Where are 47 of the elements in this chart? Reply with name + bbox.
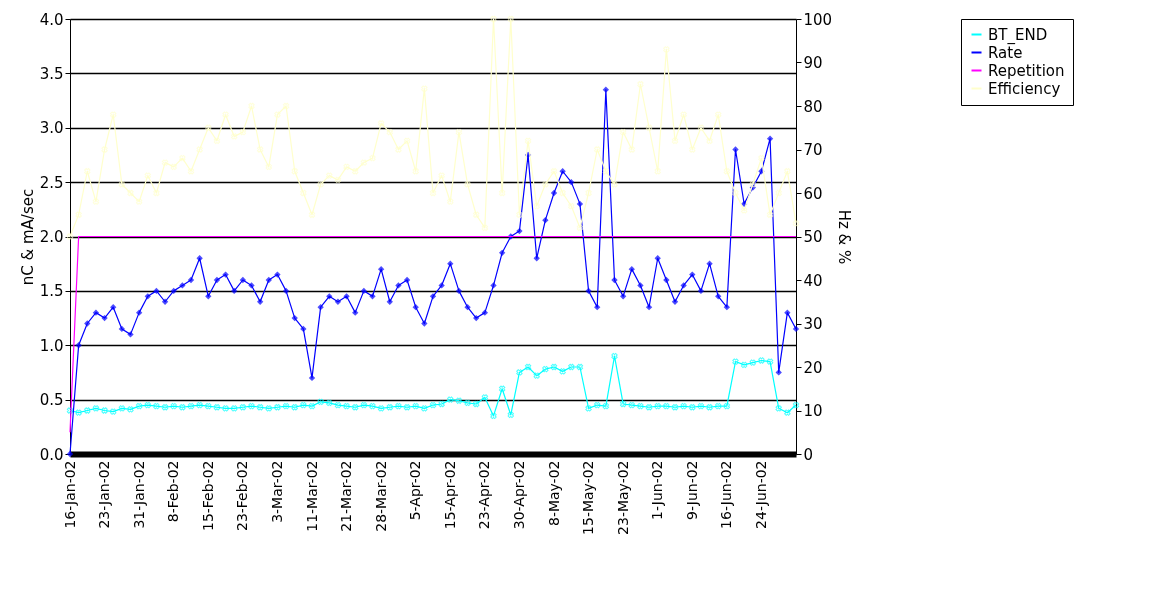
x-tick-label: 3-Mar-02	[268, 460, 285, 523]
y2-tick-label: 90	[803, 54, 823, 72]
x-tick-label: 23-Feb-02	[234, 460, 251, 532]
y2-axis-title: Hz & %	[835, 209, 854, 265]
y2-tick-label: 50	[803, 228, 823, 246]
y-tick-label: 0.0	[39, 445, 64, 464]
x-tick-label: 23-Jan-02	[96, 460, 113, 529]
y2-tick-label: 40	[803, 271, 823, 290]
y-tick-label: 1.0	[39, 336, 64, 355]
y-tick-label: 3.0	[39, 119, 64, 138]
x-tick-label: 28-Mar-02	[372, 460, 389, 532]
y2-tick-label: 60	[803, 184, 823, 203]
y-tick-label: 3.5	[39, 64, 64, 83]
y-axis-title: nC & mA/sec	[18, 188, 37, 286]
legend-label: Efficiency	[988, 79, 1061, 98]
x-tick-label: 23-Apr-02	[476, 460, 493, 530]
x-tick-label: 24-Jun-02	[752, 460, 769, 529]
y2-tick-label: 10	[803, 402, 823, 420]
x-tick-label: 31-Jan-02	[130, 460, 147, 529]
x-tick-label: 5-Apr-02	[407, 460, 424, 521]
y-tick-label: 1.5	[39, 282, 64, 301]
y-tick-label: 4.0	[39, 10, 64, 29]
x-tick-label: 16-Jan-02	[61, 460, 78, 529]
x-tick-label: 1-Jun-02	[649, 460, 666, 520]
y2-tick-label: 80	[803, 97, 823, 116]
legend-label: BT_END	[988, 25, 1048, 45]
y-tick-label: 2.0	[39, 228, 64, 246]
legend-label: Repetition	[988, 61, 1065, 80]
x-tick-label: 16-Jun-02	[718, 460, 735, 529]
x-tick-label: 9-Jun-02	[683, 460, 700, 520]
y2-tick-label: 20	[803, 358, 823, 377]
x-tick-label: 30-Apr-02	[510, 460, 527, 530]
y2-tick-label: 30	[803, 315, 823, 333]
x-tick-label: 8-Feb-02	[165, 460, 182, 523]
x-tick-label: 23-May-02	[614, 460, 631, 535]
x-tick-label: 15-May-02	[580, 460, 597, 535]
x-tick-label: 15-Feb-02	[199, 460, 216, 532]
y-tick-label: 2.5	[39, 173, 64, 192]
x-tick-label: 11-Mar-02	[303, 460, 320, 532]
x-tick-label: 15-Apr-02	[441, 460, 458, 530]
legend-label: Rate	[988, 43, 1023, 62]
y2-tick-label: 0	[803, 445, 814, 464]
x-tick-label: 8-May-02	[545, 460, 562, 527]
x-tick-label: 21-Mar-02	[338, 460, 355, 532]
y2-tick-label: 70	[803, 141, 823, 159]
y-tick-label: 0.5	[39, 391, 64, 410]
y2-tick-label: 100	[803, 10, 833, 29]
